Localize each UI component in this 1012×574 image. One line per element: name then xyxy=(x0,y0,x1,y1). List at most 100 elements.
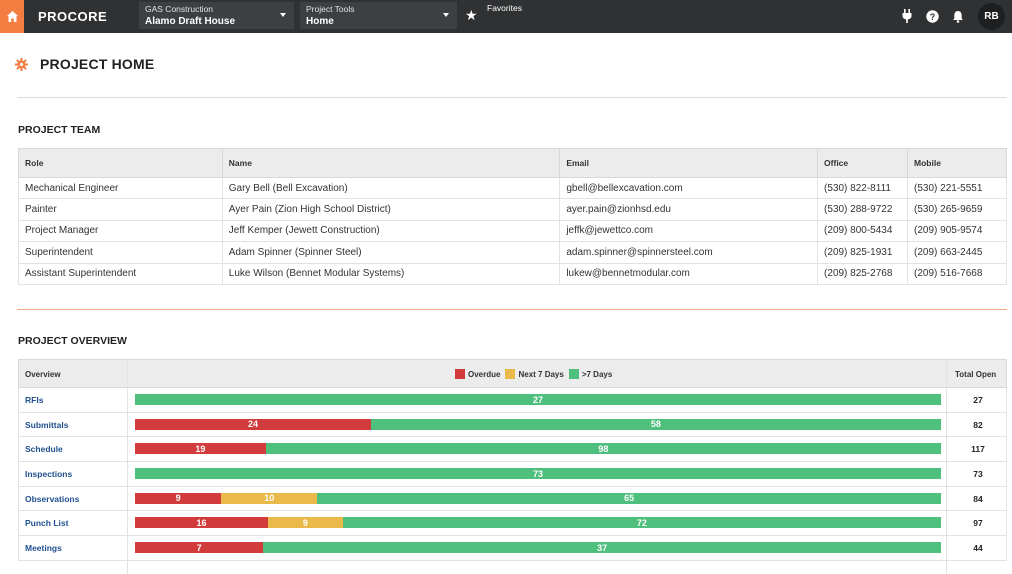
stacked-bar: 24 58 xyxy=(135,418,941,430)
project-team-title: PROJECT TEAM xyxy=(18,124,101,136)
over-7-days-segment[interactable]: 37 xyxy=(263,542,941,554)
logo-text: PROCORE xyxy=(38,9,108,24)
total-open-value: 97 xyxy=(973,518,983,529)
total-open-value: 82 xyxy=(973,419,983,430)
column-header-mobile: Mobile xyxy=(907,148,1007,178)
top-navigation-bar: PROCORE GAS Construction Alamo Draft Hou… xyxy=(0,0,1012,33)
column-header-name: Name xyxy=(221,148,561,178)
overdue-segment[interactable]: 19 xyxy=(135,443,266,455)
column-header-office: Office xyxy=(817,148,909,178)
role-cell: Mechanical Engineer xyxy=(18,176,223,200)
mobile-cell: (209) 516-7668 xyxy=(907,262,1007,285)
over-7-days-segment[interactable]: 65 xyxy=(317,492,941,504)
overview-tool-link[interactable]: Meetings xyxy=(25,543,62,554)
overview-row: Schedule 19 98 117 xyxy=(18,437,1007,463)
email-cell: lukew@bennetmodular.com xyxy=(559,262,819,285)
office-cell: (530) 822-8111 xyxy=(817,176,909,200)
home-icon xyxy=(6,11,18,22)
overview-row: Inspections 73 73 xyxy=(18,462,1007,487)
overdue-segment[interactable]: 16 xyxy=(135,517,268,529)
tools-label: Project Tools xyxy=(306,4,355,14)
email-cell: jeffk@jewettco.com xyxy=(559,219,819,243)
overdue-segment[interactable]: 9 xyxy=(135,492,222,504)
legend-swatch xyxy=(455,369,465,379)
column-header-overview: Overview xyxy=(25,369,61,379)
overview-tool-link[interactable]: Inspections xyxy=(25,469,73,480)
name-cell: Adam Spinner (Spinner Steel) xyxy=(221,241,561,264)
stacked-bar: 16 9 72 xyxy=(135,517,941,529)
overview-tool-link[interactable]: RFIs xyxy=(25,395,44,405)
overview-tool-link[interactable]: Schedule xyxy=(25,444,63,455)
legend-item-over-7-days: >7 Days xyxy=(568,369,613,379)
column-header-email: Email xyxy=(559,148,819,178)
role-cell: Assistant Superintendent xyxy=(18,262,223,285)
overdue-segment[interactable]: 7 xyxy=(135,542,264,554)
next-7-days-segment[interactable]: 9 xyxy=(267,517,343,529)
total-open-value: 27 xyxy=(973,395,983,405)
over-7-days-segment[interactable]: 98 xyxy=(265,443,941,455)
legend-label: Next 7 Days xyxy=(518,369,564,379)
mobile-cell: (530) 265-9659 xyxy=(907,198,1007,221)
stacked-bar: 27 xyxy=(135,394,941,405)
project-name: Alamo Draft House xyxy=(145,16,236,27)
help-icon[interactable]: ? xyxy=(925,8,939,24)
overview-row: Submittals 24 58 82 xyxy=(18,412,1007,438)
column-divider xyxy=(127,359,128,574)
svg-text:?: ? xyxy=(929,12,935,22)
legend-label: >7 Days xyxy=(581,369,613,379)
name-cell: Luke Wilson (Bennet Modular Systems) xyxy=(221,262,561,285)
star-icon[interactable]: ★ xyxy=(465,8,478,24)
home-button[interactable] xyxy=(0,0,24,33)
name-cell: Gary Bell (Bell Excavation) xyxy=(221,176,561,200)
over-7-days-segment[interactable]: 27 xyxy=(135,394,941,405)
total-open-value: 44 xyxy=(973,543,983,554)
favorites-link[interactable]: Favorites xyxy=(487,3,522,13)
overdue-segment[interactable]: 24 xyxy=(135,418,371,430)
stacked-bar: 19 98 xyxy=(135,443,941,455)
project-overview-table: Overview Overdue Next 7 Days >7 Days Tot… xyxy=(18,359,1007,574)
page-header: PROJECT HOME xyxy=(15,56,154,72)
overview-tool-link[interactable]: Punch List xyxy=(25,518,69,529)
column-header-role: Role xyxy=(18,148,223,178)
overview-row: Punch List 16 9 72 97 xyxy=(18,511,1007,537)
overview-tool-link[interactable]: Observations xyxy=(25,493,80,504)
email-cell: adam.spinner@spinnersteel.com xyxy=(559,241,819,264)
role-cell: Superintendent xyxy=(18,241,223,264)
office-cell: (209) 800-5434 xyxy=(817,219,909,243)
overview-header-row: Overview Overdue Next 7 Days >7 Days Tot… xyxy=(18,359,1007,388)
table-header-row: Role Name Email Office Mobile xyxy=(18,148,1007,178)
table-row: Assistant Superintendent Luke Wilson (Be… xyxy=(18,262,1007,285)
mobile-cell: (209) 663-2445 xyxy=(907,241,1007,264)
over-7-days-segment[interactable]: 58 xyxy=(370,418,941,430)
overview-row: Meetings 7 37 44 xyxy=(18,536,1007,561)
plug-icon[interactable] xyxy=(900,8,914,24)
column-header-total-open: Total Open xyxy=(955,369,997,379)
total-open-value: 117 xyxy=(971,444,985,455)
tool-selector[interactable]: Project Tools Home xyxy=(300,2,457,29)
total-open-value: 73 xyxy=(973,469,983,480)
legend-swatch xyxy=(568,369,579,379)
next-7-days-segment[interactable]: 10 xyxy=(221,492,318,504)
chevron-down-icon xyxy=(443,13,449,17)
name-cell: Ayer Pain (Zion High School District) xyxy=(221,198,561,221)
over-7-days-segment[interactable]: 72 xyxy=(342,517,941,529)
divider xyxy=(17,97,1007,98)
overview-tool-link[interactable]: Submittals xyxy=(25,419,69,430)
over-7-days-segment[interactable]: 73 xyxy=(135,468,941,480)
project-overview-title: PROJECT OVERVIEW xyxy=(18,335,127,347)
mobile-cell: (530) 221-5551 xyxy=(907,176,1007,200)
legend-item-next-7-days: Next 7 Days xyxy=(505,369,564,379)
project-selector[interactable]: GAS Construction Alamo Draft House xyxy=(139,2,294,29)
role-cell: Project Manager xyxy=(18,219,223,243)
section-divider xyxy=(17,309,1007,310)
table-row: Superintendent Adam Spinner (Spinner Ste… xyxy=(18,241,1007,264)
bell-icon[interactable] xyxy=(951,8,965,24)
gear-icon xyxy=(15,57,28,71)
overview-row: Observations 9 10 65 84 xyxy=(18,486,1007,512)
procore-logo[interactable]: PROCORE xyxy=(38,9,107,24)
email-cell: ayer.pain@zionhsd.edu xyxy=(559,198,819,221)
office-cell: (209) 825-2768 xyxy=(817,262,909,285)
email-cell: gbell@bellexcavation.com xyxy=(559,176,819,200)
legend-item-overdue: Overdue xyxy=(455,369,500,379)
user-avatar[interactable]: RB xyxy=(978,3,1005,30)
